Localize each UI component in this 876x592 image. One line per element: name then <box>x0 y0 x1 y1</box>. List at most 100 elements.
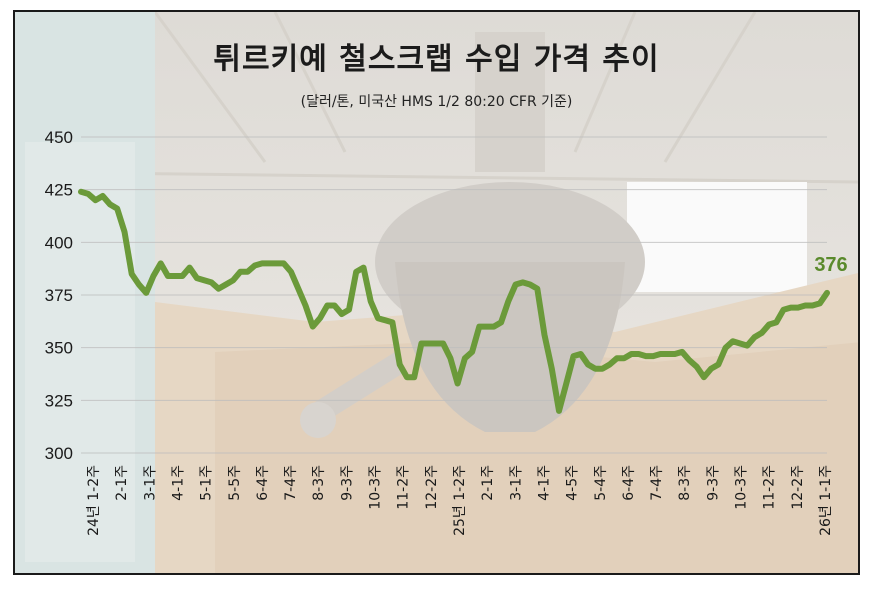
data-point <box>406 376 408 379</box>
data-point <box>543 334 546 336</box>
data-point <box>536 287 539 290</box>
data-point <box>138 283 140 286</box>
data-point <box>637 353 640 355</box>
data-point <box>753 336 756 338</box>
data-point <box>304 304 307 307</box>
x-tick-label: 5-1주 <box>199 465 215 501</box>
data-point <box>710 367 712 370</box>
y-tick-label: 325 <box>45 391 73 410</box>
data-point <box>87 193 89 195</box>
chart-subtitle: (달러/톤, 미국산 HMS 1/2 80:20 CFR 기준) <box>300 94 573 110</box>
data-point <box>529 283 531 286</box>
x-tick-label: 8-3주 <box>311 465 327 501</box>
data-point <box>225 283 227 286</box>
x-tick-label: 7-4주 <box>649 465 665 501</box>
data-point <box>478 325 481 328</box>
data-point <box>123 231 126 233</box>
data-point <box>188 266 191 269</box>
data-point <box>101 195 104 197</box>
chart-frame: 튀르키예 철스크랩 수입 가격 추이 (달러/톤, 미국산 HMS 1/2 80… <box>13 10 860 575</box>
x-tick-label: 26년 1-1주 <box>818 465 834 536</box>
data-point <box>717 363 720 366</box>
data-point <box>666 353 669 355</box>
x-tick-label: 7-4주 <box>283 465 299 501</box>
data-point <box>413 376 416 379</box>
x-tick-label: 25년 1-2주 <box>452 465 468 536</box>
data-point <box>768 323 770 326</box>
x-tick-label: 4-1주 <box>171 465 187 501</box>
data-point <box>94 199 97 201</box>
data-point <box>572 355 575 357</box>
data-point <box>594 367 596 370</box>
y-tick-label: 300 <box>45 444 73 463</box>
data-point <box>116 207 118 210</box>
x-tick-label: 2-1주 <box>480 465 496 501</box>
x-tick-label: 24년 1-2주 <box>86 465 102 536</box>
data-point <box>739 342 741 345</box>
data-point <box>630 353 633 355</box>
data-point <box>420 342 423 345</box>
data-point <box>601 367 604 370</box>
y-tick-label: 450 <box>45 128 73 147</box>
data-point <box>427 342 430 345</box>
data-point <box>210 281 213 284</box>
data-point <box>565 382 568 385</box>
data-point <box>159 262 162 265</box>
data-point <box>456 382 459 385</box>
x-tick-label: 5-4주 <box>593 465 609 501</box>
y-tick-label: 425 <box>45 181 73 200</box>
data-point <box>623 357 625 360</box>
data-point <box>775 321 778 324</box>
data-point <box>471 351 473 353</box>
data-point <box>333 304 336 307</box>
data-point <box>130 273 133 275</box>
data-point <box>384 319 387 322</box>
data-point <box>348 308 350 311</box>
x-tick-label: 6-4주 <box>621 465 637 501</box>
data-point <box>819 302 821 305</box>
data-point <box>558 410 560 412</box>
last-value-label: 376 <box>814 254 847 276</box>
x-tick-label: 4-5주 <box>565 465 581 501</box>
data-point <box>645 355 647 357</box>
data-point <box>681 351 683 353</box>
data-point <box>290 271 292 273</box>
data-point <box>109 203 111 206</box>
data-point <box>493 325 495 328</box>
data-point <box>449 357 452 360</box>
line-chart: 300 325 350 375 400 425 450 376 24년 1-2주 2-1주 3-1주… <box>45 128 848 536</box>
data-point <box>761 332 763 334</box>
x-tick-label: 3-1주 <box>142 465 158 501</box>
data-point <box>217 287 220 290</box>
x-tick-label: 9-3주 <box>339 465 355 501</box>
data-point <box>340 313 343 315</box>
data-point <box>746 344 749 347</box>
data-point <box>804 304 807 307</box>
data-point <box>297 287 300 290</box>
y-tick-label: 350 <box>45 339 73 358</box>
data-point <box>551 367 553 370</box>
data-point <box>319 317 321 320</box>
data-point <box>811 304 814 307</box>
x-tick-label: 10-3주 <box>734 465 750 510</box>
data-point <box>587 363 589 366</box>
data-point <box>239 271 242 273</box>
data-point <box>790 306 792 309</box>
data-point <box>435 342 437 345</box>
data-point <box>283 262 285 265</box>
data-point <box>797 306 799 309</box>
data-point <box>522 281 524 284</box>
data-point <box>246 271 249 273</box>
x-tick-label: 8-3주 <box>677 465 693 501</box>
data-point <box>80 191 82 193</box>
data-point <box>398 363 401 366</box>
data-point <box>312 325 314 328</box>
x-tick-label: 10-3주 <box>368 465 384 510</box>
data-point <box>152 275 155 277</box>
data-point <box>659 353 662 355</box>
x-tick-label: 11-2주 <box>762 465 778 510</box>
data-point <box>232 279 234 282</box>
data-point <box>826 292 828 294</box>
data-point <box>254 264 256 267</box>
x-tick-label: 9-3주 <box>705 465 721 501</box>
